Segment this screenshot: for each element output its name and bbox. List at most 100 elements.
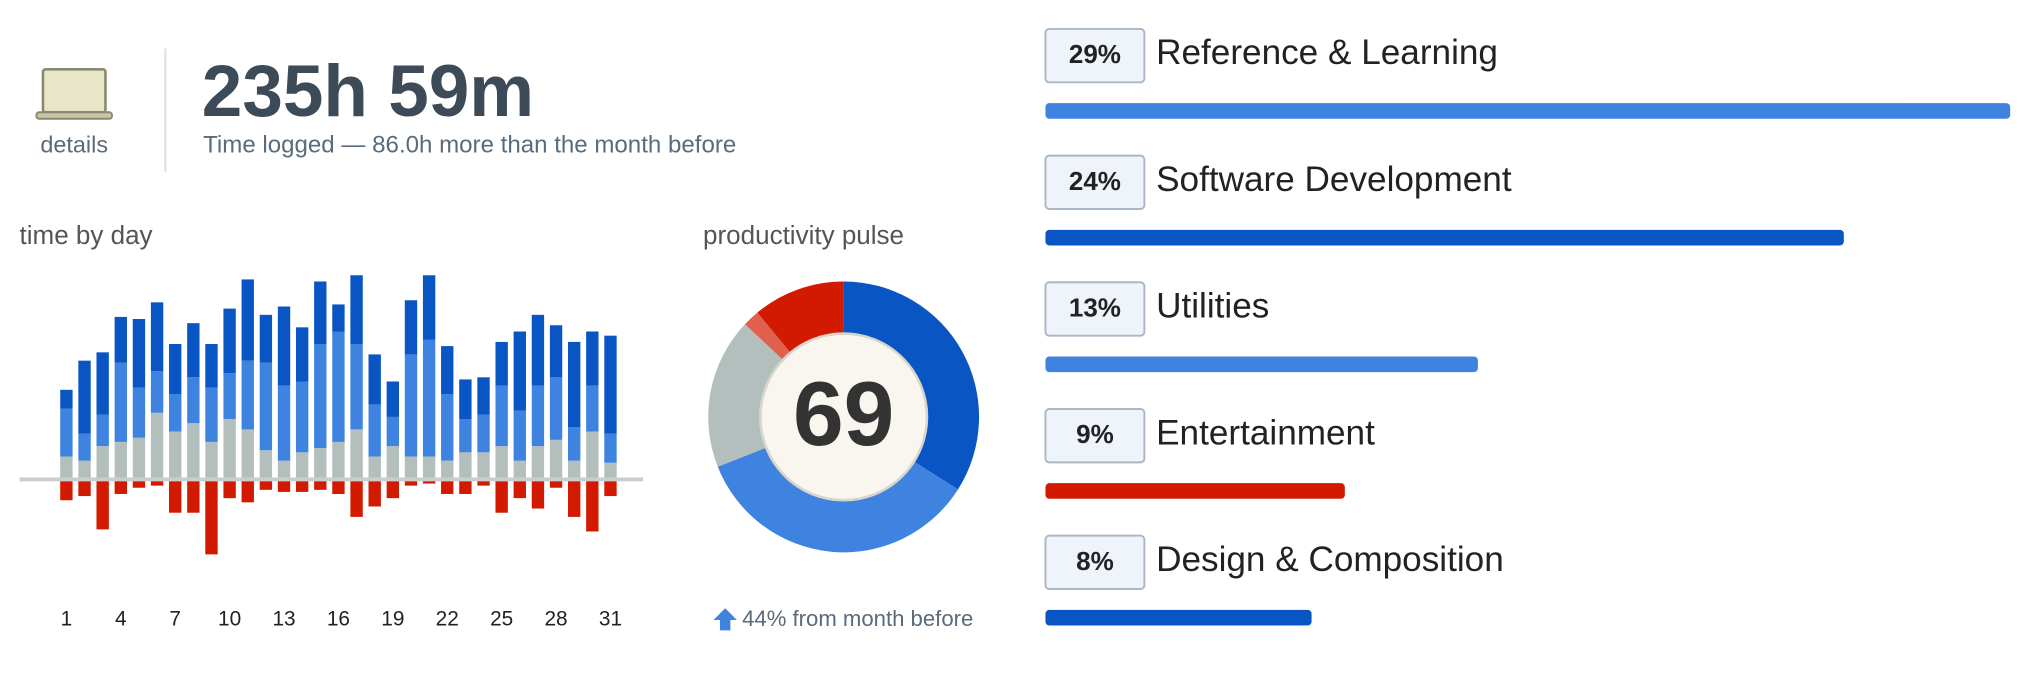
day-bar-segment [513, 460, 526, 480]
day-bar-segment [132, 387, 146, 438]
day-bar-segment [549, 325, 563, 378]
day-bar-segment [422, 456, 436, 480]
day-bar-segment [350, 344, 363, 430]
day-bar-segment [60, 389, 73, 409]
laptop-base [35, 111, 113, 120]
day-bar-segment [350, 479, 363, 517]
day-bar-segment [531, 479, 545, 509]
day-bar-segment [404, 456, 418, 480]
percent-box [1044, 154, 1146, 210]
day-bar-segment [549, 377, 563, 440]
day-bar-segment [60, 456, 73, 480]
day-bar-segment [422, 479, 436, 484]
day-bar-segment [150, 412, 164, 480]
day-bar-segment [568, 341, 581, 428]
day-bar-segment [150, 371, 164, 413]
day-bar-segment [549, 439, 563, 480]
percent-label: 24% [1069, 166, 1121, 196]
x-tick-label: 13 [272, 608, 295, 631]
day-bar-segment [314, 448, 327, 480]
day-bar-segment [586, 331, 599, 386]
x-tick-label: 1 [61, 608, 73, 631]
day-bar-segment [295, 327, 309, 382]
pulse-segment [843, 281, 980, 490]
day-bar-segment [531, 385, 545, 447]
x-tick-label: 25 [490, 608, 513, 631]
day-bar-segment [277, 460, 291, 480]
day-bar-segment [96, 414, 109, 447]
category-bar [1045, 483, 1345, 499]
day-bar-segment [332, 441, 345, 480]
day-bar-segment [568, 460, 581, 480]
day-bar-segment [114, 362, 127, 442]
day-bar-segment [549, 479, 563, 488]
day-bar-segment [368, 456, 381, 480]
category-bar [1045, 103, 2011, 119]
category-name: Entertainment [1156, 413, 1375, 452]
day-bar-segment [132, 437, 146, 480]
pulse-center [759, 332, 929, 502]
percent-box [1044, 534, 1146, 590]
day-bar-segment [586, 431, 599, 480]
total-time: 235h 59m [202, 51, 534, 132]
day-bar-segment [96, 446, 109, 480]
day-bar-segment [205, 387, 218, 442]
x-tick-label: 4 [115, 608, 127, 631]
pulse-segment [744, 312, 794, 364]
day-bar-segment [531, 446, 545, 480]
details-label[interactable]: details [40, 131, 108, 157]
day-bar-segment [422, 339, 436, 457]
day-bar-segment [441, 479, 454, 494]
day-bar-segment [441, 393, 454, 461]
day-bar-segment [477, 414, 490, 453]
day-bar-segment [495, 479, 508, 513]
day-bar-segment [223, 308, 236, 374]
day-bar-segment [169, 479, 182, 513]
day-bar-segment [604, 335, 617, 434]
day-bar-segment [604, 462, 617, 480]
details-button[interactable]: details [35, 67, 113, 157]
day-bar-segment [132, 319, 146, 388]
category-bar [1045, 356, 1478, 373]
day-bar-segment [332, 331, 345, 442]
day-bar-segment [513, 479, 526, 499]
day-bar-segment [187, 479, 200, 513]
x-tick-label: 22 [436, 608, 459, 631]
day-bar-segment [259, 450, 273, 480]
chart-title: productivity pulse [703, 220, 904, 250]
x-tick-label: 19 [381, 608, 404, 631]
subtitle: Time logged — 86.0h more than the month … [203, 131, 736, 158]
pulse-score: 69 [793, 364, 894, 465]
x-tick-label: 7 [169, 608, 181, 631]
day-bar-segment [295, 381, 309, 453]
day-bar-segment [441, 460, 454, 480]
day-bar-segment [187, 323, 200, 378]
x-tick-label: 28 [544, 608, 567, 631]
day-bar-segment [241, 429, 254, 480]
day-bar-segment [60, 408, 73, 457]
day-bar-segment [568, 427, 581, 461]
day-bar-segment [150, 302, 164, 372]
day-bar-segment [441, 346, 454, 394]
day-bar-segment [386, 381, 400, 417]
day-bar-segment [386, 416, 400, 447]
day-bar-segment [368, 354, 381, 405]
day-bar-segment [332, 479, 345, 494]
day-bar-segment [459, 379, 472, 419]
day-bar-segment [78, 479, 91, 497]
day-bar-segment [78, 460, 91, 480]
day-bar-segment [96, 479, 109, 530]
day-bar-segment [350, 429, 363, 480]
day-bar-segment [314, 344, 327, 449]
day-bar-segment [404, 354, 418, 457]
x-tick-label: 31 [599, 608, 622, 631]
day-bar-segment [259, 314, 273, 363]
day-bar-segment [459, 418, 472, 453]
category-name: Utilities [1156, 287, 1269, 326]
day-bar-segment [604, 433, 617, 463]
day-bar-segment [459, 479, 472, 494]
day-bar-segment [350, 275, 363, 344]
day-bar-segment [60, 479, 73, 501]
day-bar-segment [169, 431, 182, 480]
